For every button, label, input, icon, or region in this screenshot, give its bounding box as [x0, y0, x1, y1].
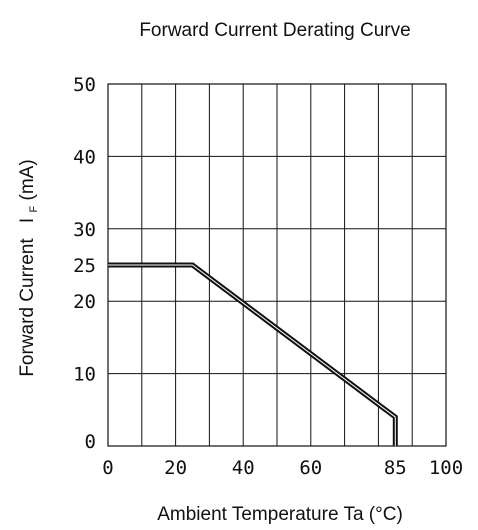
x-axis-label: Ambient Temperature Ta (°C)	[157, 504, 403, 525]
x-tick-label: 20	[164, 457, 187, 479]
chart-title: Forward Current Derating Curve	[139, 20, 410, 41]
y-tick-label: 50	[73, 74, 96, 96]
y-tick-label: 30	[73, 219, 96, 241]
y-axis-label-group: Forward Current I F (mA)	[17, 159, 42, 376]
x-tick-label: 40	[232, 457, 255, 479]
y-tick-label: 10	[73, 364, 96, 386]
y-tick-label: 25	[73, 255, 96, 277]
svg-text:Forward Current I: Forward Current I F (mA)	[17, 159, 42, 376]
y-tick-label: 40	[73, 146, 96, 168]
y-tick-label: 0	[85, 431, 96, 453]
x-tick-label: 0	[102, 457, 113, 479]
derating-curve-highlight	[108, 264, 396, 446]
x-tick-labels: 0 20 40 60 85 100	[102, 457, 463, 479]
y-axis-label-main: Forward Current	[17, 238, 38, 377]
derating-curve	[108, 262, 398, 446]
y-axis-label-subscript: F	[28, 206, 40, 213]
x-tick-label: 60	[299, 457, 322, 479]
y-axis-label-unit: (mA)	[17, 159, 38, 200]
y-tick-labels: 0 10 20 25 30 40 50	[73, 74, 96, 453]
y-tick-label: 20	[73, 291, 96, 313]
x-tick-label: 100	[429, 457, 463, 479]
x-tick-label: 85	[384, 457, 407, 479]
grid-lines	[108, 84, 446, 446]
series-group	[107, 262, 398, 447]
y-axis-label-symbol: I	[17, 218, 38, 223]
